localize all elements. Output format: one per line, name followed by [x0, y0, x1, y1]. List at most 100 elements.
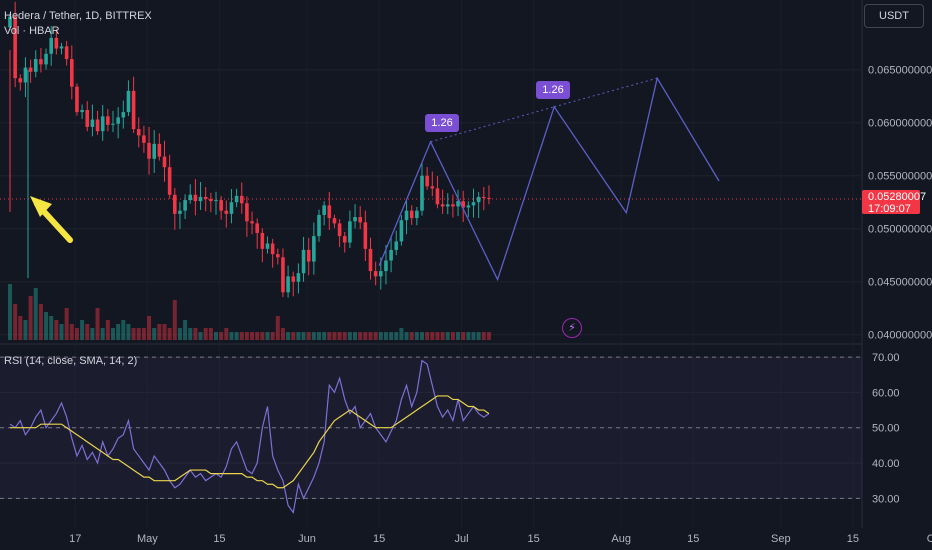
volume-bar — [162, 324, 167, 340]
volume-bar — [121, 320, 126, 340]
candle-body — [18, 78, 23, 83]
candle-body — [157, 143, 162, 157]
candle-body — [75, 86, 79, 113]
candlesticks — [8, 1, 491, 298]
rsi-lines — [9, 359, 490, 514]
candle-body — [456, 201, 460, 207]
candle-body — [224, 210, 229, 214]
candle-body — [337, 223, 342, 237]
volume-bar — [136, 328, 141, 340]
candle-body — [142, 135, 146, 143]
candle-body — [379, 271, 383, 277]
price-tick-label: 0.065000000 — [868, 65, 932, 77]
candle-body — [131, 90, 136, 130]
candle-body — [348, 221, 352, 243]
harmonic-pattern — [378, 76, 720, 282]
rsi-line — [9, 359, 490, 514]
volume-bar — [95, 308, 100, 340]
candle-body — [368, 248, 373, 272]
candle-body — [384, 260, 388, 272]
candle-body — [203, 196, 208, 200]
volume-bar — [214, 332, 218, 340]
currency-button[interactable]: USDT — [864, 4, 924, 28]
time-tick-label: May — [137, 533, 158, 545]
time-axis[interactable]: 17 May 15 Jun 15 Jul 15 Aug 15 Sep 15 Oct — [69, 533, 932, 545]
time-tick-label: 15 — [687, 533, 699, 545]
price-tick-label: 0.055000000 — [868, 171, 932, 183]
volume-bar — [193, 328, 198, 340]
ratio-badge[interactable]: 1.26 — [536, 81, 570, 99]
candle-body — [445, 204, 450, 207]
volume-bar — [358, 332, 363, 340]
volume-bar — [234, 332, 239, 340]
candle-body — [471, 202, 476, 206]
candle-body — [317, 214, 321, 237]
chart-title: Hedera / Tether, 1D, BITTREX — [4, 10, 152, 22]
candle-body — [85, 109, 90, 127]
volume-bar — [456, 332, 461, 340]
time-tick-label: Sep — [771, 533, 791, 545]
volume-bar — [409, 332, 414, 340]
volume-bar — [69, 324, 74, 340]
volume-bar — [265, 332, 270, 340]
volume-bar — [177, 328, 182, 340]
price-tick-label: 0.045000000 — [868, 277, 932, 289]
time-tick-label: Aug — [611, 533, 631, 545]
volume-bar — [172, 300, 177, 340]
volume-bar — [342, 332, 347, 340]
candle-body — [476, 196, 481, 203]
volume-bar — [435, 332, 440, 340]
candle-body — [219, 200, 223, 211]
candle-body — [70, 59, 74, 87]
price-axis[interactable]: 0.065000000 0.060000000 0.055000000 0.05000… — [868, 65, 932, 506]
volume-bar — [317, 332, 321, 340]
volume-bar — [85, 324, 90, 340]
candle-body — [291, 276, 296, 282]
volume-bar — [332, 332, 337, 340]
candle-body — [265, 243, 270, 249]
current-price-tag: 0.05280007 17:09:07 — [862, 190, 927, 215]
candle-body — [440, 204, 445, 207]
candle-body — [327, 205, 332, 219]
candle-body — [281, 257, 285, 293]
volume-bar — [404, 332, 409, 340]
volume-bar — [286, 332, 291, 340]
candle-body — [173, 194, 177, 214]
volume-bar — [296, 332, 301, 340]
volume-bar — [23, 320, 28, 340]
lightning-icon[interactable]: ⚡ — [562, 318, 582, 338]
volume-bar — [126, 324, 131, 340]
candle-body — [394, 241, 399, 250]
volume-bar — [74, 328, 79, 340]
volume-bar — [368, 332, 373, 340]
candle-body — [64, 46, 69, 60]
volume-bar — [450, 332, 455, 340]
volume-bar — [167, 328, 172, 340]
candle-body — [54, 37, 59, 49]
volume-bar — [347, 332, 352, 340]
volume-bar — [445, 332, 450, 340]
volume-bar — [280, 328, 285, 340]
volume-bar — [311, 332, 316, 340]
volume-bar — [260, 332, 265, 340]
volume-bar — [49, 316, 54, 340]
ratio-badge[interactable]: 1.26 — [425, 114, 459, 132]
candle-body — [33, 59, 38, 72]
volume-bar — [378, 332, 383, 340]
volume-bar — [414, 332, 419, 340]
current-price-value: 0.05280007 — [868, 191, 927, 203]
candle-body — [8, 16, 12, 28]
volume-bar — [471, 332, 476, 340]
candle-body — [286, 276, 290, 293]
candle-body — [358, 217, 362, 223]
volume-bar — [425, 332, 430, 340]
candle-body — [399, 220, 404, 242]
volume-bar — [476, 332, 481, 340]
candle-body — [435, 188, 440, 205]
candle-body — [178, 210, 182, 214]
candle-body — [415, 210, 419, 219]
candle-body — [482, 196, 486, 198]
pattern-guide — [430, 106, 555, 143]
rsi-tick-label: 60.00 — [872, 387, 900, 399]
